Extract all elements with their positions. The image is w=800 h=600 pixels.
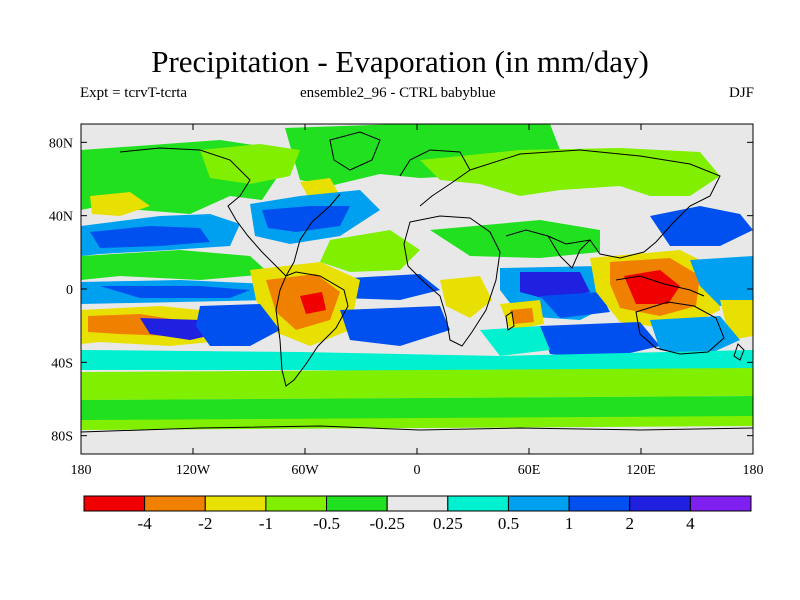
season-label: DJF <box>728 85 754 101</box>
colorbar-swatch <box>386 495 449 512</box>
y-tick-label: 80N <box>49 136 73 151</box>
itcz-atlantic-wet <box>340 274 440 300</box>
x-tick-label: 60W <box>291 463 319 478</box>
x-tick-label: 180 <box>71 463 92 478</box>
x-tick-label: 60E <box>518 463 541 478</box>
antarctic-coast-green <box>81 416 753 430</box>
y-tick-label: 80S <box>51 430 73 445</box>
south-america-coast <box>275 271 349 387</box>
india-coast <box>547 235 591 269</box>
itcz-pacific-core <box>100 286 250 298</box>
europe-coast <box>399 149 471 207</box>
colorbar-swatch <box>144 495 206 512</box>
north-america-east-coast <box>285 193 341 277</box>
east-indian-ocean-wet <box>540 292 610 318</box>
north-pacific-storm-track-core <box>90 226 210 248</box>
north-light-green-region <box>200 144 300 184</box>
x-tick-label: 120E <box>626 463 656 478</box>
colorbar-swatch <box>326 495 388 512</box>
south-indian-wet <box>540 322 660 360</box>
south-indian-cyan <box>480 326 550 356</box>
new-zealand-coast <box>733 343 745 361</box>
north-atlantic-subtropical-dry <box>320 230 420 272</box>
map-axes: 180 120W 60W 0 60E 120E 180 80N 40N 0 40S 80S <box>49 124 764 478</box>
colorbar-label: -4 <box>138 514 153 533</box>
colorbar-swatch <box>204 495 267 512</box>
asia-coast <box>469 149 721 259</box>
south-atlantic-wet <box>340 306 450 346</box>
west-pacific-wet <box>690 256 753 306</box>
north-pacific-yellow-region <box>90 192 150 216</box>
map-title: Precipitation - Evaporation (in mm/day) <box>151 44 649 79</box>
southern-ocean-bright-green <box>81 396 753 422</box>
amazon-dry-red <box>300 292 326 314</box>
colorbar-label: 0.5 <box>498 514 519 533</box>
map-area <box>81 124 753 454</box>
colorbar-label: 0.25 <box>433 514 463 533</box>
colorbar-label: -0.25 <box>369 514 404 533</box>
colorbar-swatch <box>568 495 631 512</box>
antarctica-coast <box>81 425 753 433</box>
colorbar-label: 4 <box>686 514 695 533</box>
north-pacific-subtropical-dry <box>81 250 270 280</box>
australia-wet <box>650 316 740 358</box>
maritime-continent-red <box>624 270 680 304</box>
southern-africa-orange <box>510 308 534 324</box>
colorbar-swatch <box>629 495 691 512</box>
y-tick-label: 40S <box>51 356 73 371</box>
indian-ocean-wet-core <box>520 272 590 300</box>
y-tick-label: 40N <box>49 210 73 225</box>
southern-ocean-green <box>81 368 753 400</box>
colorbar-label: -0.5 <box>313 514 340 533</box>
africa-dry <box>440 276 492 318</box>
colorbar-swatch <box>265 495 328 512</box>
australia-coast <box>635 301 725 355</box>
x-tick-label: 180 <box>743 463 764 478</box>
colorbar-label: -1 <box>259 514 273 533</box>
southern-ocean-cyan <box>81 350 753 372</box>
colorbar-label: 1 <box>565 514 574 533</box>
colorbar: -4 -2 -1 -0.5 -0.25 0.25 0.5 1 2 4 <box>83 495 752 533</box>
madagascar-coast <box>505 311 515 331</box>
colorbar-label: 2 <box>625 514 634 533</box>
greenland-coast <box>329 131 381 171</box>
africa-coast <box>403 215 501 347</box>
colorbar-label: -2 <box>198 514 212 533</box>
y-tick-label: 0 <box>66 283 73 298</box>
experiment-label: Expt = tcrvT-tcrta <box>80 85 188 101</box>
coastlines <box>81 131 753 433</box>
north-america-coast <box>119 147 287 277</box>
ensemble-label: ensemble2_96 - CTRL babyblue <box>300 85 496 101</box>
west-pacific-storm-track <box>650 206 753 246</box>
south-pacific-blue <box>196 304 280 346</box>
indonesia-coast <box>615 275 705 297</box>
north-atlantic-storm-track-core <box>262 206 350 232</box>
colorbar-swatch <box>689 495 752 512</box>
colorbar-swatch <box>447 495 509 512</box>
sahara-arabia-dry <box>430 220 600 258</box>
colorbar-swatch <box>507 495 570 512</box>
x-tick-label: 0 <box>414 463 421 478</box>
x-tick-label: 120W <box>176 463 211 478</box>
colorbar-swatch <box>83 495 146 512</box>
eurasia-green-region <box>420 148 720 196</box>
